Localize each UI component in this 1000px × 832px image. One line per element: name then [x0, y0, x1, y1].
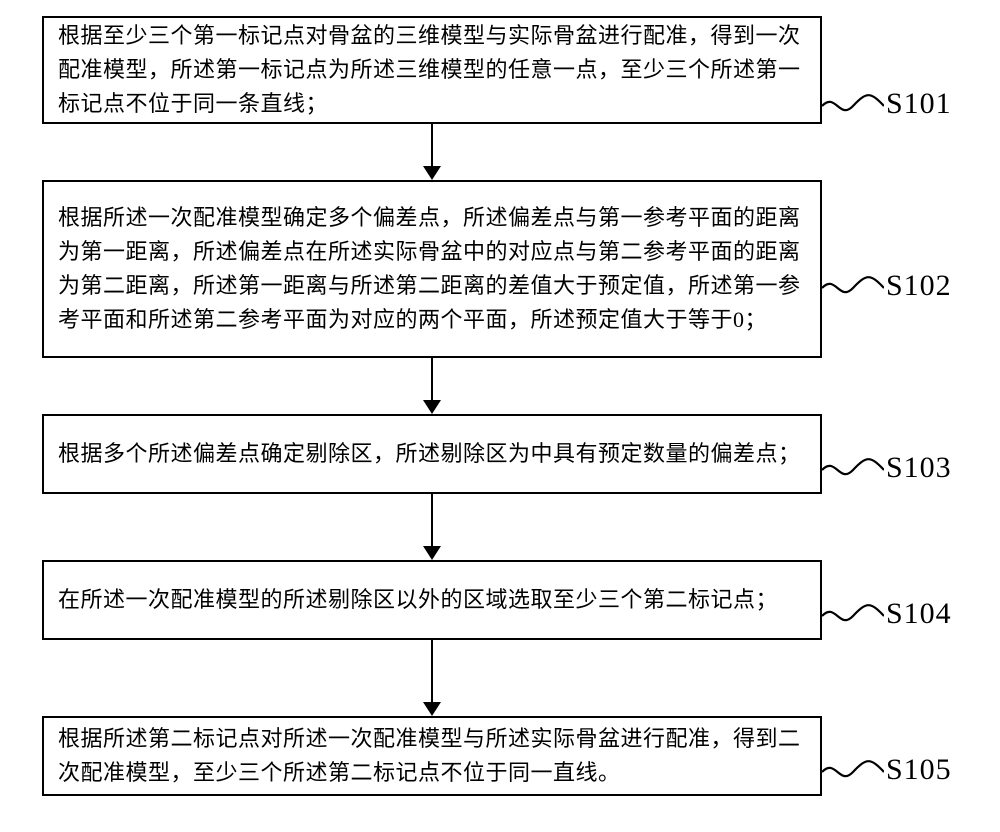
step-box-s101: 根据至少三个第一标记点对骨盆的三维模型与实际骨盆进行配准，得到一次配准模型，所述… — [42, 16, 822, 124]
arrow-3 — [421, 494, 443, 560]
squiggle-s105 — [822, 758, 884, 786]
step-text: 根据至少三个第一标记点对骨盆的三维模型与实际骨盆进行配准，得到一次配准模型，所述… — [58, 19, 806, 121]
arrow-4 — [421, 640, 443, 716]
step-box-s103: 根据多个所述偏差点确定剔除区，所述剔除区为中具有预定数量的偏差点； — [42, 414, 822, 494]
step-label-s102: S102 — [886, 269, 952, 303]
step-label-s105: S105 — [886, 753, 952, 787]
step-box-s105: 根据所述第二标记点对所述一次配准模型与所述实际骨盆进行配准，得到二次配准模型，至… — [42, 716, 822, 796]
squiggle-s102 — [822, 274, 884, 302]
step-box-s102: 根据所述一次配准模型确定多个偏差点，所述偏差点与第一参考平面的距离为第一距离，所… — [42, 180, 822, 358]
step-text: 根据所述一次配准模型确定多个偏差点，所述偏差点与第一参考平面的距离为第一距离，所… — [58, 201, 806, 337]
step-text: 根据所述第二标记点对所述一次配准模型与所述实际骨盆进行配准，得到二次配准模型，至… — [58, 722, 806, 790]
step-text: 在所述一次配准模型的所述剔除区以外的区域选取至少三个第二标记点； — [58, 583, 806, 617]
step-label-s103: S103 — [886, 451, 952, 485]
step-text: 根据多个所述偏差点确定剔除区，所述剔除区为中具有预定数量的偏差点； — [58, 437, 806, 471]
arrow-1 — [421, 124, 443, 180]
step-label-s104: S104 — [886, 597, 952, 631]
step-label-s101: S101 — [886, 87, 952, 121]
squiggle-s104 — [822, 602, 884, 630]
arrow-2 — [421, 358, 443, 414]
squiggle-s103 — [822, 456, 884, 484]
flowchart-canvas: 根据至少三个第一标记点对骨盆的三维模型与实际骨盆进行配准，得到一次配准模型，所述… — [0, 0, 1000, 832]
squiggle-s101 — [822, 92, 884, 120]
step-box-s104: 在所述一次配准模型的所述剔除区以外的区域选取至少三个第二标记点； — [42, 560, 822, 640]
